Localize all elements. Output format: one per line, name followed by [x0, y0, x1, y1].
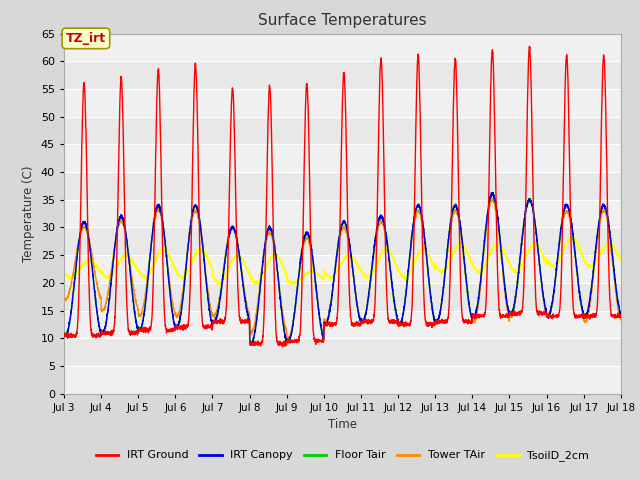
Bar [64, 311, 621, 338]
Bar [64, 61, 621, 89]
Title: Surface Temperatures: Surface Temperatures [258, 13, 427, 28]
Bar [64, 283, 621, 311]
Bar [64, 144, 621, 172]
Bar [64, 255, 621, 283]
Bar [64, 89, 621, 117]
Y-axis label: Temperature (C): Temperature (C) [22, 165, 35, 262]
Bar [64, 172, 621, 200]
Bar [64, 228, 621, 255]
Legend: IRT Ground, IRT Canopy, Floor Tair, Tower TAir, TsoilD_2cm: IRT Ground, IRT Canopy, Floor Tair, Towe… [91, 446, 594, 466]
Bar [64, 117, 621, 144]
Bar [64, 200, 621, 228]
X-axis label: Time: Time [328, 418, 357, 431]
Bar [64, 338, 621, 366]
Bar [64, 366, 621, 394]
Bar [64, 34, 621, 61]
Text: TZ_irt: TZ_irt [66, 32, 106, 45]
